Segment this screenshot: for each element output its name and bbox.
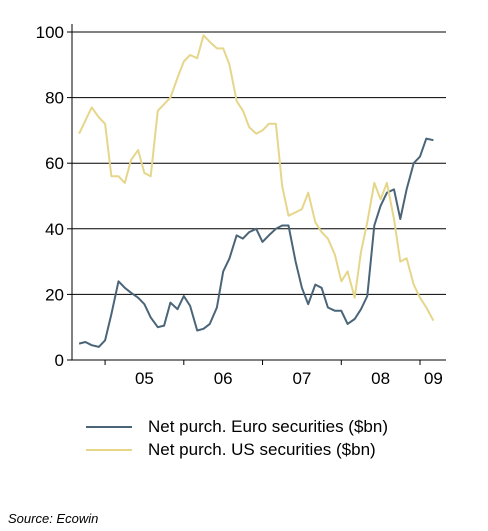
x-axis-ticks: 05 06 07 08 09: [104, 360, 443, 388]
legend-label-us: Net purch. US securities ($bn): [148, 439, 376, 459]
x-tick-label-08: 08: [371, 369, 390, 388]
y-tick-label-60: 60: [45, 154, 64, 173]
legend-label-euro: Net purch. Euro securities ($bn): [148, 416, 388, 436]
x-tick-label-05: 05: [135, 369, 154, 388]
source-note: Source: Ecowin: [8, 511, 99, 526]
legend: Net purch. Euro securities ($bn) Net pur…: [86, 415, 388, 461]
x-tick-label-06: 06: [214, 369, 233, 388]
grid-lines: [72, 31, 446, 295]
y-tick-label-100: 100: [36, 23, 64, 42]
y-tick-label-40: 40: [45, 220, 64, 239]
legend-entry-us: Net purch. US securities ($bn): [86, 438, 388, 461]
y-tick-label-80: 80: [45, 89, 64, 108]
series-line-euro: [78, 137, 434, 348]
series-layer: [78, 34, 435, 348]
legend-swatch-us: [86, 448, 132, 451]
legend-swatch-euro: [86, 425, 132, 428]
series-line-us: [78, 34, 435, 322]
y-axis-ticks: 0 20 40 60 80 100: [36, 23, 72, 370]
y-tick-label-0: 0: [55, 351, 64, 370]
line-chart: 0 20 40 60 80 100 05 06 07 08 09: [36, 23, 446, 388]
x-tick-label-09: 09: [424, 369, 443, 388]
y-tick-label-20: 20: [45, 285, 64, 304]
legend-entry-euro: Net purch. Euro securities ($bn): [86, 415, 388, 438]
x-tick-label-07: 07: [292, 369, 311, 388]
